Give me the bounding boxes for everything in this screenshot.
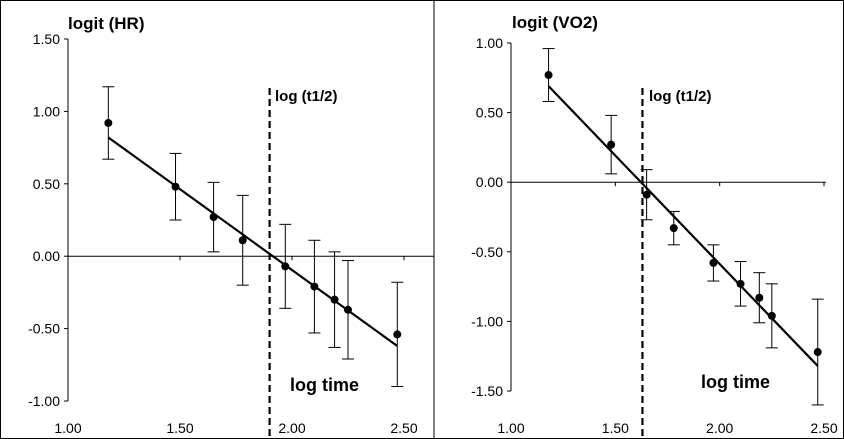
x-tick-label: 2.00 [706,420,733,436]
data-point [642,190,651,199]
y-tick-label: -1.00 [28,393,60,409]
x-axis-label: log time [290,375,359,395]
x-tick-label: 1.00 [54,420,81,436]
chart-vo2: logit (VO2) log (t1/2) log time 1.00 0.50… [471,13,838,437]
plot-area: 1.50 1.00 0.50 0.00 -0.50 -1.00 1.00 1.50 2.00 2.… [28,31,434,437]
data-point [171,182,180,191]
chart-title: logit (VO2) [512,13,598,32]
x-tick-label: 1.00 [497,420,524,436]
data-point [544,71,553,80]
y-tick-label: 1.00 [476,35,503,51]
data-point [238,236,247,245]
y-tick-label: -0.50 [28,321,60,337]
x-tick-label: 2.00 [278,420,305,436]
data-point [393,330,402,339]
chart-hr: logit (HR) log (t1/2) log time 1.50 1.00 0… [28,14,434,437]
y-tick-label: 1.50 [33,31,60,47]
data-point [669,224,678,233]
data-point [736,279,745,288]
t-half-label: log (t1/2) [275,88,338,105]
x-tick-label: 2.50 [390,420,417,436]
y-tick-label: -1.00 [471,313,503,329]
data-point [767,311,776,320]
y-tick-label: -1.50 [471,383,503,399]
x-tick-label: 2.50 [810,420,837,436]
data-point [709,258,718,267]
data-point [209,213,218,222]
y-tick-label: -0.50 [471,244,503,260]
chart-title: logit (HR) [68,14,144,33]
data-point [310,282,319,291]
data-point [607,140,616,149]
y-tick-label: 0.50 [476,105,503,121]
plot-area: 1.00 0.50 0.00 -0.50 -1.00 -1.50 1.00 1.50 2.00 2… [471,35,838,437]
y-tick-label: 1.00 [33,103,60,119]
data-point [330,295,339,304]
data-point [281,262,290,271]
t-half-label: log (t1/2) [649,88,712,105]
x-axis-label: log time [701,372,770,392]
data-point [813,348,822,357]
y-tick-label: 0.00 [33,248,60,264]
data-point [104,118,113,127]
y-tick-label: 0.50 [33,176,60,192]
y-tick-label: 0.00 [476,174,503,190]
data-point [755,293,764,302]
x-tick-label: 1.50 [602,420,629,436]
data-point [344,305,352,314]
x-tick-label: 1.50 [166,420,193,436]
